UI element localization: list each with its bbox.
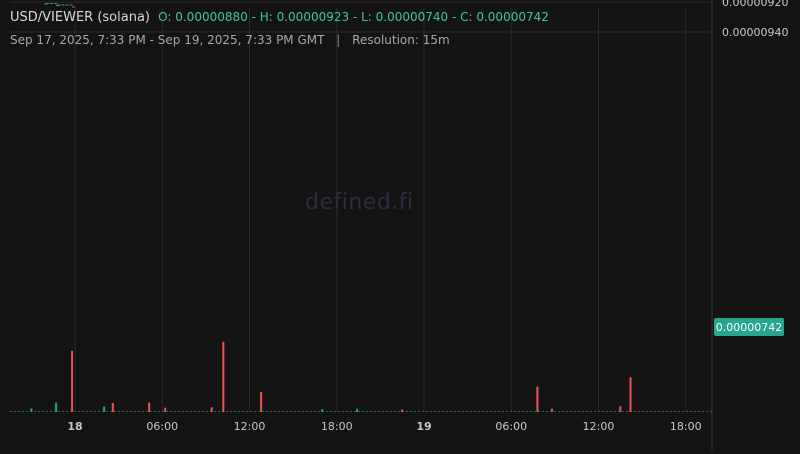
- volume-bar: [536, 386, 539, 412]
- time-tick-label: 12:00: [583, 420, 615, 433]
- time-tick-label: 18: [67, 420, 82, 433]
- volume-bar: [164, 407, 167, 412]
- volume-bar: [55, 402, 58, 412]
- separator: |: [336, 33, 341, 47]
- chart-legend: USD/VIEWER (solana) O: 0.00000880 - H: 0…: [10, 10, 549, 25]
- price-axis[interactable]: 0.000009400.000009200.000009000.00000880…: [722, 0, 788, 39]
- volume-bar: [401, 409, 404, 412]
- volume-bar: [103, 406, 106, 412]
- volume-bar: [550, 408, 553, 412]
- volume-bar: [210, 407, 213, 412]
- time-tick-label: 18:00: [321, 420, 353, 433]
- time-axis[interactable]: 18 06:00 12:00 18:00 19 06:00 12:00 18:00: [67, 420, 701, 433]
- volume-bar: [222, 341, 225, 412]
- volume-bar: [71, 350, 74, 412]
- volume-bar: [619, 406, 622, 412]
- ohlc-values: O: 0.00000880 - H: 0.00000923 - L: 0.000…: [158, 10, 549, 24]
- volume-bar: [111, 403, 114, 412]
- resolution-label: Resolution: 15m: [352, 33, 450, 47]
- pair-title: USD/VIEWER (solana): [10, 10, 150, 25]
- time-tick-label: 18:00: [670, 420, 702, 433]
- candle-series: [44, 3, 76, 8]
- volume-bar: [321, 409, 324, 412]
- date-range: Sep 17, 2025, 7:33 PM - Sep 19, 2025, 7:…: [10, 33, 325, 47]
- price-tick-label: 0.00000920: [722, 0, 788, 9]
- grid-lines: [10, 0, 713, 450]
- price-tick-label: 0.00000940: [722, 26, 788, 39]
- time-tick-label: 19: [416, 420, 431, 433]
- volume-bar: [629, 377, 632, 412]
- time-tick-label: 12:00: [234, 420, 266, 433]
- volume-bar: [30, 408, 33, 412]
- volume-bar: [356, 408, 359, 412]
- watermark-logo: defined.fi: [305, 190, 414, 215]
- volume-bars: [10, 341, 712, 412]
- last-price-tag: 0.00000742: [714, 318, 784, 336]
- time-tick-label: 06:00: [146, 420, 178, 433]
- volume-bar: [260, 391, 263, 412]
- time-tick-label: 06:00: [495, 420, 527, 433]
- volume-bar: [148, 402, 151, 412]
- candle-body: [72, 6, 76, 8]
- chart-subtitle: Sep 17, 2025, 7:33 PM - Sep 19, 2025, 7:…: [10, 33, 450, 47]
